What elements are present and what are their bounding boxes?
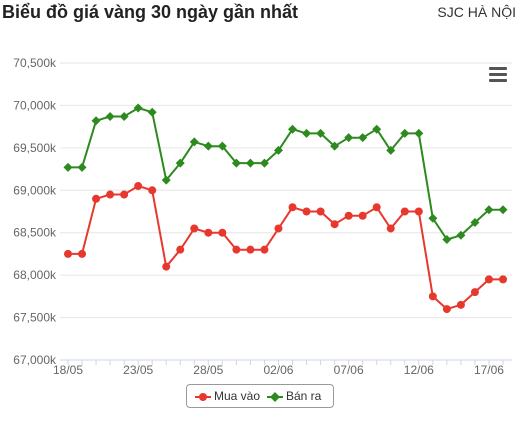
data-point[interactable]	[358, 133, 368, 143]
data-point[interactable]	[372, 203, 381, 212]
x-tick-label: 18/05	[53, 363, 83, 377]
data-point[interactable]	[302, 128, 312, 138]
x-tick-label: 02/06	[263, 363, 293, 377]
data-point[interactable]	[358, 211, 367, 220]
y-tick-label: 68,500k	[13, 226, 57, 240]
data-point[interactable]	[176, 245, 185, 254]
data-point[interactable]	[274, 224, 283, 233]
data-point[interactable]	[63, 162, 73, 172]
data-point[interactable]	[106, 190, 115, 199]
y-tick-label: 70,000k	[13, 98, 57, 112]
data-point[interactable]	[470, 218, 480, 228]
data-point[interactable]	[456, 230, 466, 240]
x-tick-label: 07/06	[334, 363, 364, 377]
data-point[interactable]	[204, 228, 213, 237]
data-point[interactable]	[470, 288, 479, 297]
data-point[interactable]	[302, 207, 311, 216]
data-point[interactable]	[344, 211, 353, 220]
data-point[interactable]	[484, 275, 493, 284]
data-point[interactable]	[64, 249, 72, 258]
y-tick-label: 69,500k	[13, 141, 57, 155]
data-point[interactable]	[316, 207, 325, 216]
data-point[interactable]	[428, 213, 438, 223]
y-tick-label: 70,500k	[13, 56, 57, 70]
legend-item-buy[interactable]: Mua vào	[195, 389, 260, 403]
y-axis-ticks: 67,000k 67,500k 68,000k 68,500k 69,000k 69,50…	[13, 56, 57, 367]
data-point[interactable]	[161, 175, 171, 185]
data-point[interactable]	[148, 186, 157, 195]
data-point[interactable]	[288, 124, 298, 134]
data-point[interactable]	[119, 111, 129, 121]
data-point[interactable]	[92, 194, 101, 203]
data-point[interactable]	[105, 111, 115, 121]
y-tick-label: 67,000k	[13, 353, 57, 367]
data-point[interactable]	[120, 190, 129, 199]
series-line	[68, 185, 503, 311]
data-point[interactable]	[232, 245, 241, 254]
data-point[interactable]	[78, 249, 87, 258]
data-point[interactable]	[147, 107, 157, 117]
data-point[interactable]	[260, 245, 269, 254]
legend-sell-label: Bán ra	[286, 389, 322, 403]
data-point[interactable]	[288, 203, 297, 212]
x-axis: 18/05 23/05 28/05 02/06 07/06 12/06 17/06	[53, 359, 512, 377]
series-sell[interactable]	[63, 103, 508, 245]
data-point[interactable]	[133, 103, 143, 113]
series-line	[68, 107, 503, 241]
data-point[interactable]	[372, 124, 382, 134]
data-point[interactable]	[498, 205, 508, 215]
legend: Mua vào Bán ra	[186, 384, 334, 408]
data-point[interactable]	[134, 182, 143, 191]
data-point[interactable]	[414, 207, 423, 216]
data-point[interactable]	[499, 275, 507, 284]
data-point[interactable]	[77, 162, 87, 172]
data-point[interactable]	[190, 224, 199, 233]
x-tick-label: 17/06	[474, 363, 504, 377]
data-point[interactable]	[428, 292, 437, 301]
data-point[interactable]	[330, 141, 340, 151]
data-point[interactable]	[386, 145, 396, 155]
chart-title: Biểu đồ giá vàng 30 ngày gần nhất	[2, 2, 299, 22]
x-tick-label: 23/05	[123, 363, 153, 377]
data-point[interactable]	[414, 128, 424, 138]
data-point[interactable]	[484, 205, 494, 215]
data-point[interactable]	[245, 158, 255, 168]
data-point[interactable]	[217, 141, 227, 151]
series-buy[interactable]	[64, 182, 507, 314]
data-point[interactable]	[316, 128, 326, 138]
data-point[interactable]	[231, 158, 241, 168]
data-point[interactable]	[386, 224, 395, 233]
buy-series-marker-icon	[195, 392, 211, 401]
data-point[interactable]	[259, 158, 269, 168]
sell-series-marker-icon	[267, 391, 283, 402]
x-tick-label: 28/05	[193, 363, 223, 377]
data-point[interactable]	[456, 300, 465, 309]
menu-icon[interactable]	[489, 67, 507, 83]
y-tick-label: 68,000k	[13, 268, 57, 282]
chart-subtitle: SJC HÀ NỘI	[437, 4, 516, 20]
grid-lines	[60, 62, 512, 361]
data-point[interactable]	[203, 141, 213, 151]
data-point[interactable]	[246, 245, 255, 254]
y-tick-label: 67,500k	[13, 311, 57, 325]
data-point[interactable]	[162, 262, 171, 271]
data-point[interactable]	[344, 133, 354, 143]
y-tick-label: 69,000k	[13, 183, 57, 197]
data-point[interactable]	[218, 228, 227, 237]
data-point[interactable]	[175, 158, 185, 168]
data-point[interactable]	[442, 305, 451, 314]
data-point[interactable]	[273, 145, 283, 155]
x-tick-label: 12/06	[404, 363, 434, 377]
legend-buy-label: Mua vào	[214, 389, 261, 403]
legend-item-sell[interactable]: Bán ra	[267, 389, 321, 403]
series-group[interactable]	[63, 103, 508, 314]
data-point[interactable]	[400, 207, 409, 216]
data-point[interactable]	[91, 116, 101, 126]
data-point[interactable]	[442, 235, 452, 245]
data-point[interactable]	[400, 128, 410, 138]
data-point[interactable]	[189, 137, 199, 147]
data-point[interactable]	[330, 220, 339, 229]
